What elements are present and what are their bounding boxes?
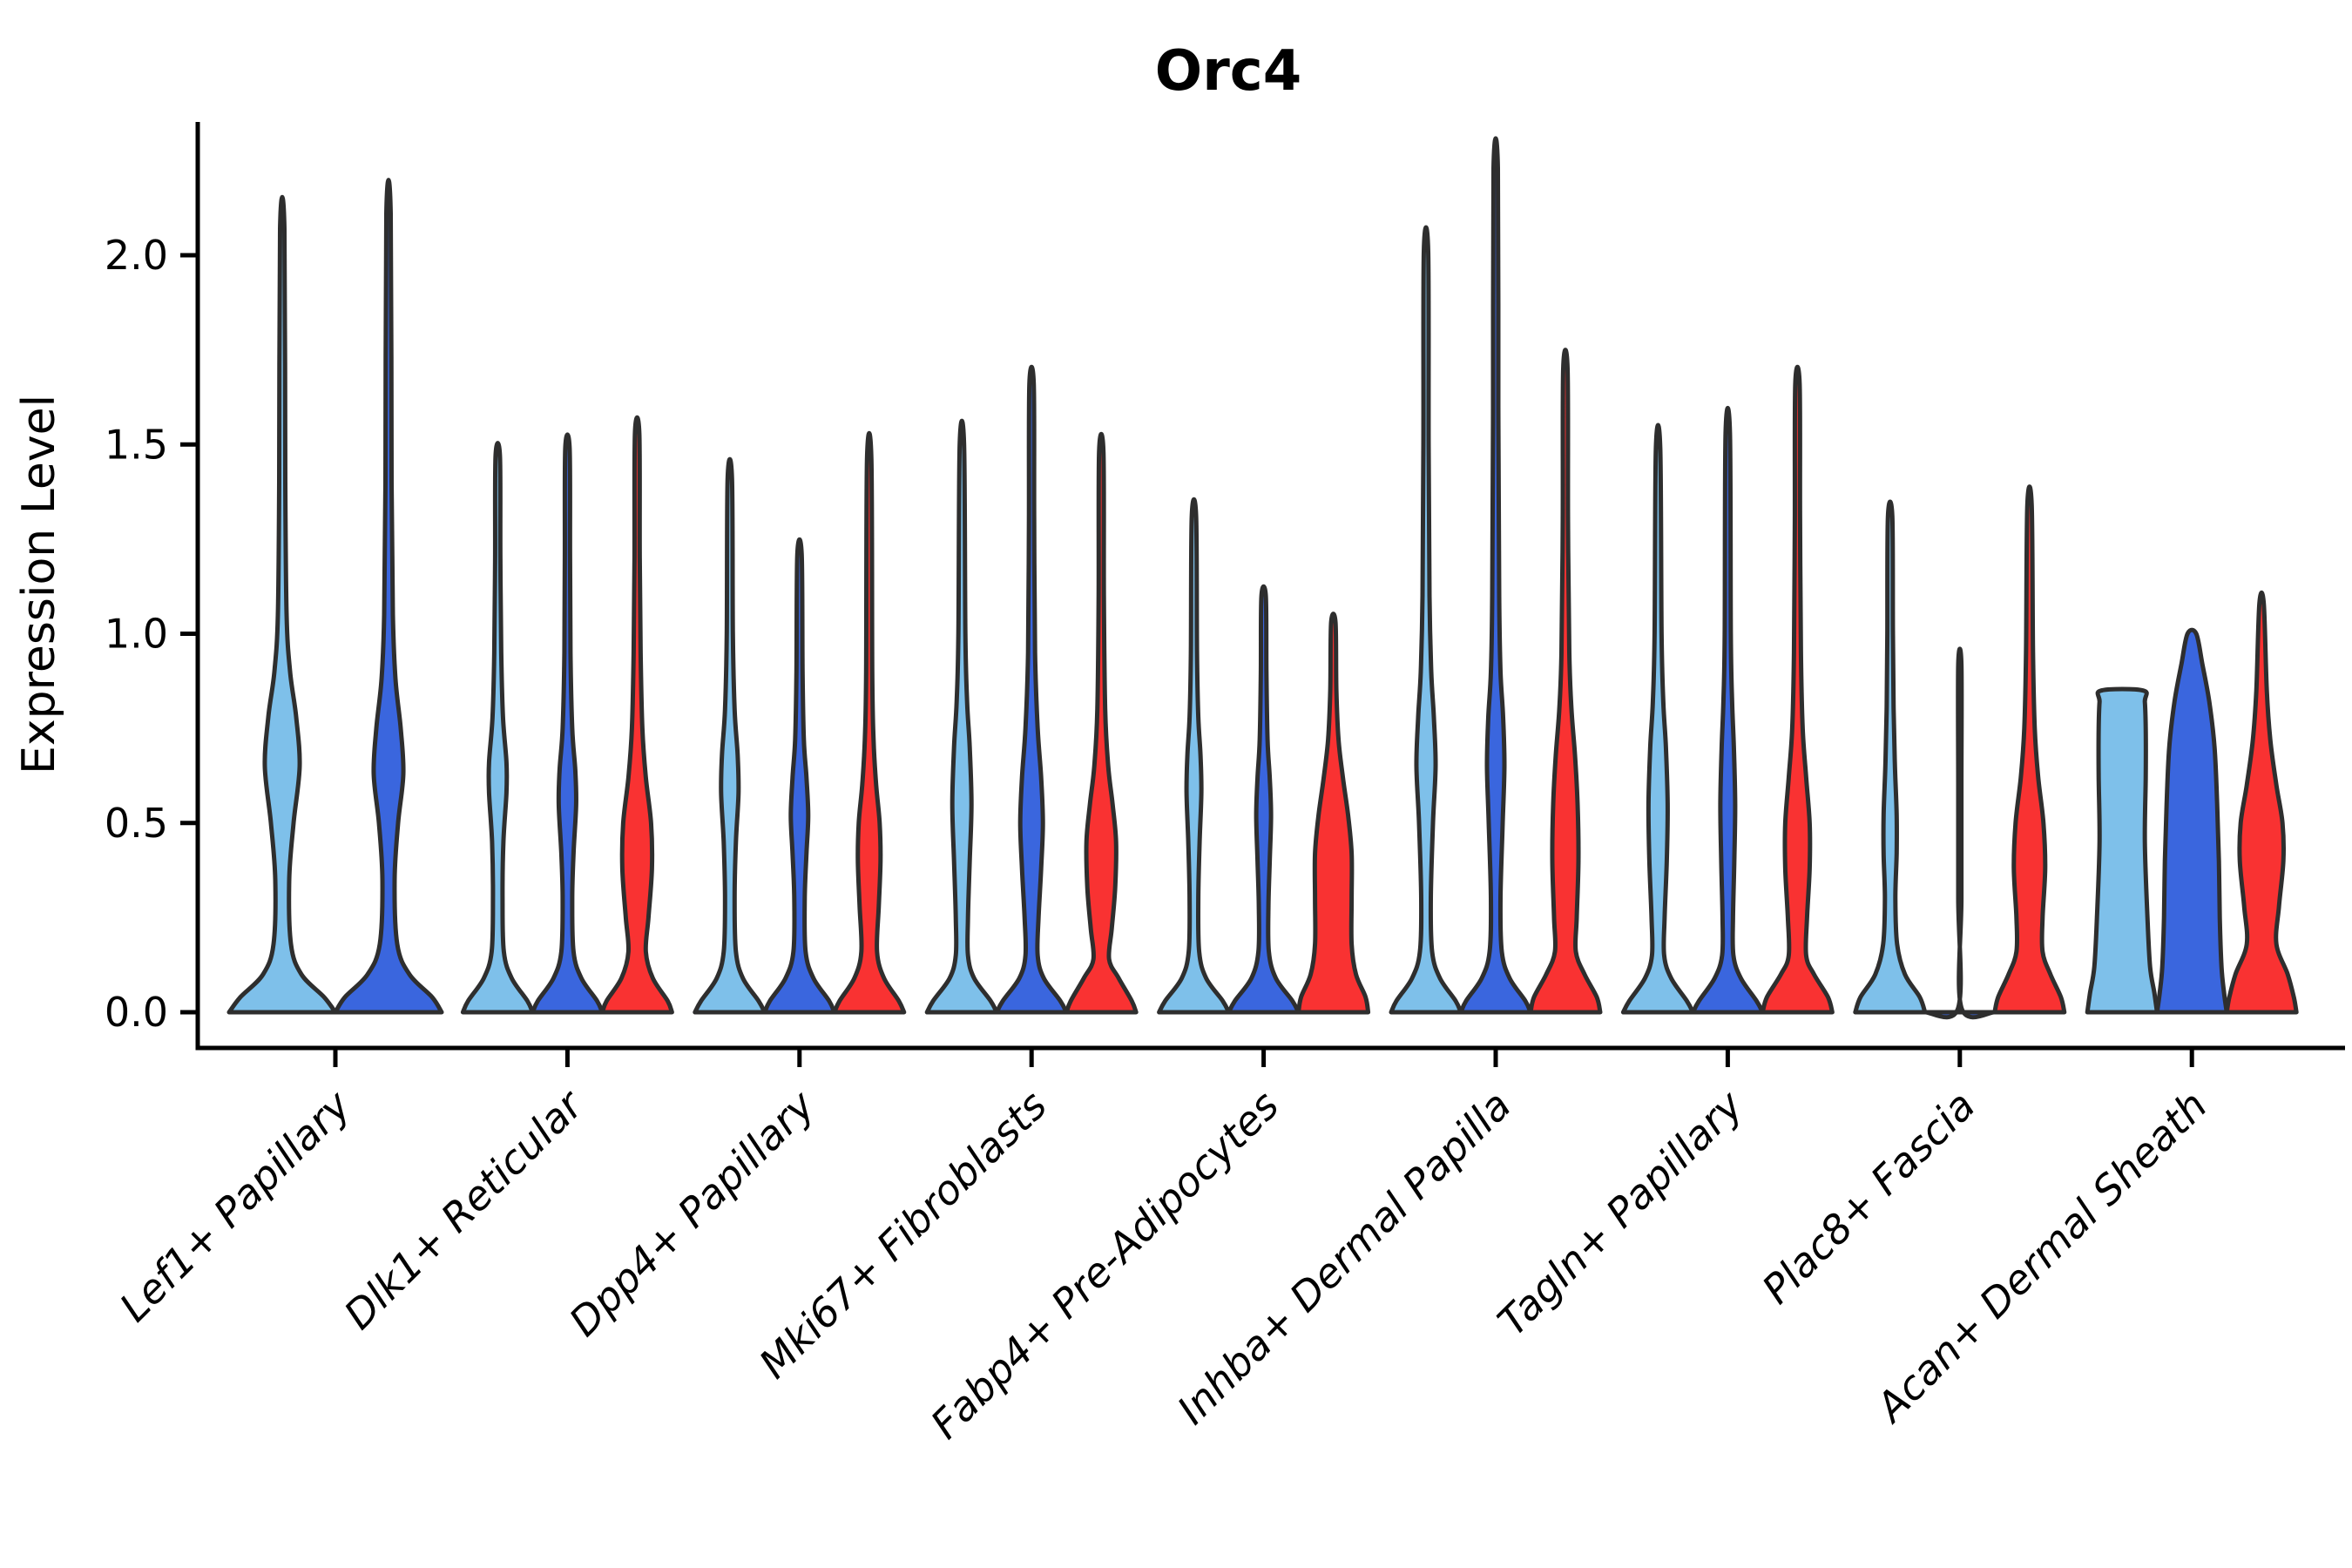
violin-red bbox=[1296, 612, 1371, 1015]
violin-light_blue bbox=[226, 195, 338, 1015]
violin-dark_blue bbox=[333, 178, 444, 1015]
violin-light_blue bbox=[924, 418, 999, 1015]
y-tick-label: 0.0 bbox=[105, 989, 168, 1036]
violin-light_blue bbox=[1620, 422, 1695, 1015]
violin-dark_blue bbox=[1690, 406, 1765, 1015]
violin-light_blue bbox=[1389, 225, 1463, 1015]
y-axis-label: Expression Level bbox=[13, 395, 65, 774]
x-tick-label: Lef1+ Papillary bbox=[111, 1081, 360, 1330]
y-tick-label: 0.5 bbox=[105, 800, 168, 847]
violin-light_blue bbox=[460, 441, 535, 1015]
violin-dark_blue bbox=[994, 364, 1069, 1015]
x-tick-label: Dlk1+ Reticular bbox=[335, 1079, 594, 1338]
violins bbox=[226, 136, 2299, 1020]
violin-dark_blue bbox=[762, 537, 837, 1015]
violin-dark_blue bbox=[1923, 646, 1997, 1020]
y-tick-label: 1.5 bbox=[105, 421, 168, 468]
violin-red bbox=[599, 415, 674, 1015]
violin-light_blue bbox=[693, 456, 767, 1015]
x-tick-label: Plac8+ Fascia bbox=[1753, 1082, 1984, 1313]
violin-red bbox=[1064, 431, 1139, 1015]
axis-spines bbox=[195, 122, 2345, 1051]
violin-red bbox=[1992, 484, 2067, 1015]
violin-dark_blue bbox=[530, 432, 605, 1015]
violin-red bbox=[1528, 348, 1603, 1015]
violin-dark_blue bbox=[1227, 584, 1301, 1015]
violin-dark_blue bbox=[2154, 627, 2229, 1015]
axes bbox=[180, 122, 2345, 1067]
violin-red bbox=[832, 430, 907, 1015]
violin-red bbox=[2224, 590, 2299, 1015]
y-tick-label: 2.0 bbox=[105, 232, 168, 279]
violin-dark_blue bbox=[1458, 136, 1533, 1015]
violin-light_blue bbox=[1853, 499, 1928, 1015]
violin-red bbox=[1760, 364, 1835, 1015]
chart-title: Orc4 bbox=[1155, 39, 1301, 104]
y-tick-label: 1.0 bbox=[105, 611, 168, 658]
violin-light_blue bbox=[1157, 497, 1232, 1015]
x-tick-label: Dpp4+ Papillary bbox=[560, 1081, 824, 1345]
violin-light_blue bbox=[2085, 686, 2159, 1015]
x-tick-label: Tagln+ Papillary bbox=[1489, 1081, 1753, 1345]
